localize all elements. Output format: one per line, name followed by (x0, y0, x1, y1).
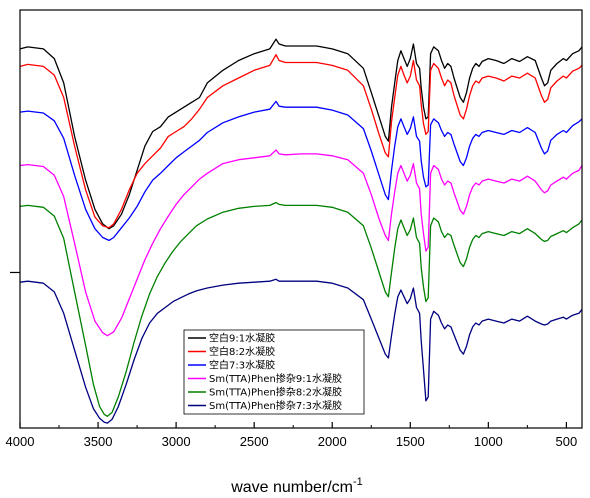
legend-label: Sm(TTA)Phen掺杂7:3水凝胶 (209, 399, 342, 412)
x-tick-label: 2500 (240, 434, 269, 449)
series-line (19, 278, 583, 424)
legend-label: 空白8:2水凝胶 (209, 345, 275, 358)
x-axis-title-text: wave number/cm (230, 479, 353, 496)
x-axis-title-superscript: -1 (353, 476, 363, 488)
series-line (19, 54, 583, 229)
x-tick-label: 2000 (318, 434, 347, 449)
x-tick-label: 4000 (6, 434, 35, 449)
series-line (19, 149, 583, 337)
x-tick-label: 1500 (396, 434, 425, 449)
legend-label: Sm(TTA)Phen掺杂9:1水凝胶 (209, 372, 342, 385)
legend-box (183, 329, 365, 415)
legend-label: Sm(TTA)Phen掺杂8:2水凝胶 (209, 386, 342, 399)
x-tick-label: 3000 (162, 434, 191, 449)
x-tick-label: 500 (556, 434, 578, 449)
series-layer (19, 38, 583, 424)
axis-layer: 4000 3500 3000 2500 2000 1500 1000 500 (6, 271, 578, 449)
x-tick-label: 3500 (84, 434, 113, 449)
legend: 空白9:1水凝胶空白8:2水凝胶空白7:3水凝胶Sm(TTA)Phen掺杂9:1… (183, 329, 365, 415)
x-tick-label: 1000 (474, 434, 503, 449)
series-line (19, 201, 583, 417)
series-line (19, 38, 583, 230)
plot-frame (19, 9, 583, 429)
legend-label: 空白9:1水凝胶 (209, 332, 275, 345)
x-axis-title: wave number/cm-1 (230, 476, 363, 496)
series-line (19, 100, 583, 242)
legend-label: 空白7:3水凝胶 (209, 359, 275, 372)
